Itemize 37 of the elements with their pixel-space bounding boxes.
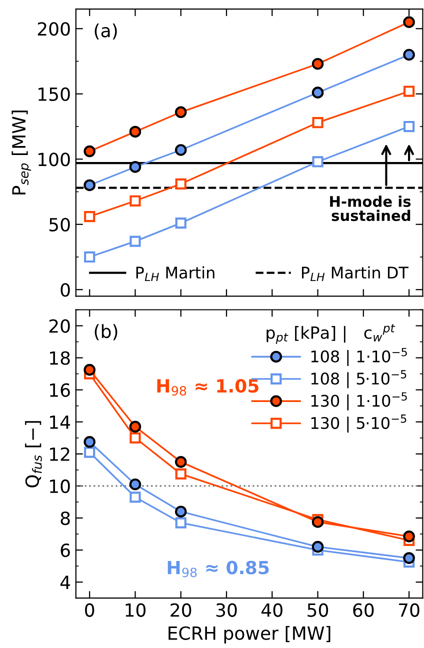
x-tick-label: 20 bbox=[170, 603, 192, 617]
annotation: H$_{98}$ ≈ 0.85 bbox=[168, 560, 269, 578]
y-tick-label: 6 bbox=[60, 544, 70, 558]
annotation: H-mode is sustained bbox=[330, 196, 411, 222]
y-tick-label: 12 bbox=[50, 447, 70, 461]
y-tick-label: 20 bbox=[49, 319, 70, 333]
x-tick-label: 70 bbox=[399, 603, 420, 617]
x-tick-label: 40 bbox=[262, 603, 282, 617]
y-tick-label: 8 bbox=[60, 511, 70, 526]
y-tick-label: 18 bbox=[50, 351, 70, 365]
x-tick-label: 50 bbox=[308, 603, 328, 617]
x-tick-label: 0 bbox=[85, 603, 94, 617]
legend-label: 130 | 1·10$^{−5}$ bbox=[311, 392, 407, 410]
annotation: H$_{98}$ ≈ 1.05 bbox=[157, 379, 258, 396]
legend-title: p$_{pt}$ [kPa] | c$_{w}$$^{pt}$ bbox=[266, 324, 396, 344]
legend-label: 130 | 5·10$^{−5}$ bbox=[311, 414, 406, 433]
y-tick-label: 4 bbox=[60, 576, 70, 589]
x-tick-label: 30 bbox=[216, 603, 237, 617]
y-tick-label: 10 bbox=[50, 479, 70, 494]
y-axis-title: P$_{sep}$ [MW] bbox=[12, 110, 32, 194]
y-tick-label: 150 bbox=[38, 87, 70, 102]
y-tick-label: 0 bbox=[60, 283, 70, 297]
legend-label: P$_{LH}$ Martin DT bbox=[302, 266, 408, 282]
text: (b) bbox=[94, 324, 118, 340]
x-tick-label: 60 bbox=[353, 603, 374, 617]
y-tick-label: 16 bbox=[50, 383, 70, 397]
legend-label: P$_{LH}$ Martin bbox=[136, 266, 214, 282]
x-tick-label: 10 bbox=[126, 603, 146, 617]
text: (a) bbox=[94, 23, 117, 40]
y-axis-title: Q$_{fus}$ [−] bbox=[25, 421, 42, 488]
legend-label: 108 | 5·10$^{−5}$ bbox=[311, 370, 406, 388]
y-tick-label: 14 bbox=[50, 416, 70, 429]
y-tick-label: 100 bbox=[38, 152, 70, 166]
y-tick-label: 200 bbox=[38, 22, 70, 36]
legend-label: 108 | 1·10$^{−5}$ bbox=[311, 348, 407, 366]
y-tick-label: 50 bbox=[49, 218, 70, 232]
x-axis-title: ECRH power [MW] bbox=[168, 626, 330, 644]
